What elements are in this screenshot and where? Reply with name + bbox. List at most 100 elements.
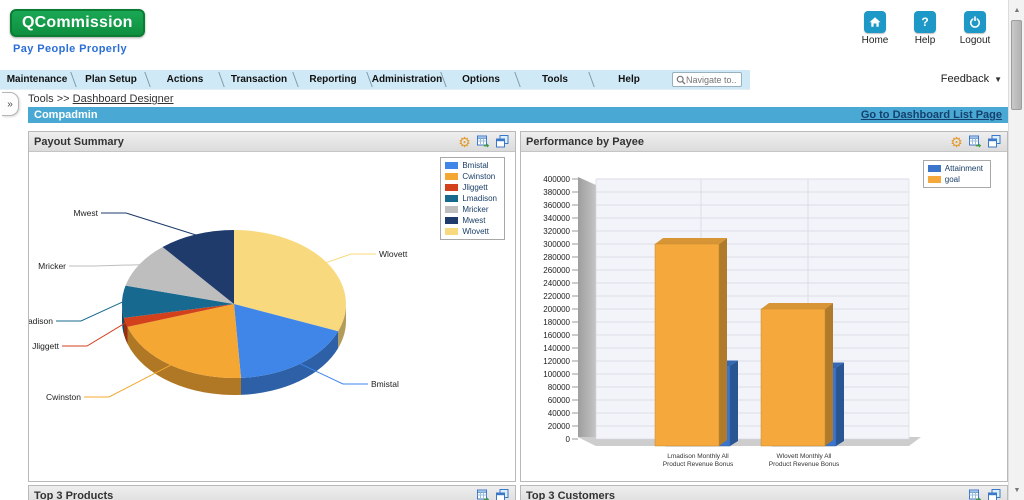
help-icon: ? [917,14,933,30]
payout-summary-panel: Payout Summary ⚙ Wlovett Bmistal Cwinston J… [28,131,516,482]
tab-options[interactable]: Options [444,70,518,90]
y-axis-tick-label: 400000 [543,175,570,184]
legend-item: Wlovett [445,227,497,236]
qcommission-logo[interactable]: QCommission [10,9,145,37]
tab-help[interactable]: Help [618,73,640,85]
legend-swatch [445,228,459,235]
tab-tools[interactable]: Tools [518,70,592,90]
y-axis-tick-label: 280000 [543,253,570,262]
y-axis-tick-label: 300000 [543,240,570,249]
export-icon[interactable] [968,488,983,500]
bar-legend: Attainment goal [922,160,991,188]
legend-swatch [445,217,459,224]
header-actions: Home ? Help Logout [856,11,994,46]
y-axis-tick-label: 0 [566,435,571,444]
scroll-down-icon[interactable]: ▼ [1013,486,1021,494]
content-area: » Tools >> Dashboard Designer Compadmin … [0,90,1024,500]
x-axis-category-label: Product Revenue Bonus [769,461,840,468]
tab-actions[interactable]: Actions [148,70,222,90]
dashboard-titlebar: Compadmin Go to Dashboard List Page [28,107,1008,123]
feedback-menu[interactable]: Feedback ▼ [940,73,1002,85]
tab-transaction[interactable]: Transaction [222,70,296,90]
panel-title: Top 3 Customers [526,489,616,500]
y-axis-tick-label: 240000 [543,279,570,288]
legend-item: Attainment [927,164,983,173]
legend-swatch [445,162,459,169]
y-axis-tick-label: 20000 [548,422,571,431]
y-axis-tick-label: 60000 [548,396,571,405]
logout-icon [967,14,983,30]
help-button[interactable]: ? Help [906,11,944,46]
go-to-dashboard-list-link[interactable]: Go to Dashboard List Page [860,109,1002,121]
legend-item: Bmistal [445,161,497,170]
nav-tabs: Maintenance Plan Setup Actions Transaction R… [0,70,666,90]
home-icon [867,14,883,30]
panel-title: Payout Summary [34,135,124,148]
breadcrumb: Tools >> Dashboard Designer [28,93,174,105]
main-navigation: Maintenance Plan Setup Actions Transaction R… [0,70,1024,90]
legend-swatch [445,173,459,180]
pie-slice-label: Lmadison [29,316,53,326]
export-icon[interactable] [476,488,491,500]
pie-slice-label: Bmistal [371,379,399,389]
y-axis-tick-label: 340000 [543,214,570,223]
legend-item: Cwinston [445,172,497,181]
y-axis-tick-label: 180000 [543,318,570,327]
maximize-icon[interactable] [495,134,510,149]
y-axis-tick-label: 120000 [543,357,570,366]
legend-item: Mwest [445,216,497,225]
y-axis-tick-label: 260000 [543,266,570,275]
svg-text:?: ? [921,15,928,29]
pie-slice-label: Mricker [38,261,66,271]
y-axis-tick-label: 160000 [543,331,570,340]
payout-pie-chart: Wlovett Bmistal Cwinston Jliggett Lmadison Mr… [29,208,408,402]
expand-sidebar-handle[interactable]: » [2,92,19,116]
legend-item: Mricker [445,205,497,214]
performance-by-payee-panel: Performance by Payee ⚙ 0 20000 40000 60000 8… [520,131,1008,482]
settings-gear-icon[interactable]: ⚙ [458,133,471,150]
scrollbar-thumb[interactable] [1011,20,1022,110]
legend-item: Lmadison [445,194,497,203]
maximize-icon[interactable] [495,488,510,500]
breadcrumb-link[interactable]: Dashboard Designer [72,93,174,105]
export-icon[interactable] [476,134,491,149]
legend-swatch [445,206,459,213]
legend-swatch [445,184,459,191]
performance-bar-chart: 0 20000 40000 60000 80000 100000 120000 140000 1… [543,175,921,468]
pie-legend: Bmistal Cwinston Jliggett Lmadison Mricker Mw… [440,157,505,240]
x-axis-category-label: Product Revenue Bonus [663,461,734,468]
tab-administration[interactable]: Administration [370,70,444,90]
pie-slice-label: Cwinston [46,392,81,402]
legend-item: goal [927,175,983,184]
scroll-up-icon[interactable]: ▲ [1013,6,1021,14]
top-3-customers-panel: Top 3 Customers [520,485,1008,500]
top-3-products-panel: Top 3 Products [28,485,516,500]
pie-slice-label: Jliggett [32,341,60,351]
nav-tabs-strip: Maintenance Plan Setup Actions Transaction R… [0,70,750,90]
pie-slice-label: Mwest [73,208,98,218]
legend-swatch [445,195,459,202]
y-axis-tick-label: 140000 [543,344,570,353]
y-axis-tick-label: 80000 [548,383,571,392]
legend-swatch [927,165,941,172]
y-axis-tick-label: 100000 [543,370,570,379]
y-axis-tick-label: 40000 [548,409,571,418]
export-icon[interactable] [968,134,983,149]
maximize-icon[interactable] [987,134,1002,149]
panel-title: Performance by Payee [526,135,645,148]
tab-plan-setup[interactable]: Plan Setup [74,70,148,90]
y-axis-tick-label: 320000 [543,227,570,236]
tab-maintenance[interactable]: Maintenance [0,70,74,90]
tab-reporting[interactable]: Reporting [296,70,370,90]
logout-button[interactable]: Logout [956,11,994,46]
home-button[interactable]: Home [856,11,894,46]
maximize-icon[interactable] [987,488,1002,500]
top-header: QCommission Pay People Properly Home ? Hel… [0,0,1024,70]
search-icon [676,75,686,85]
y-axis-tick-label: 360000 [543,201,570,210]
navigate-search[interactable] [672,72,742,87]
settings-gear-icon[interactable]: ⚙ [950,133,963,150]
search-input[interactable] [686,74,738,85]
brand-tagline: Pay People Properly [13,43,127,55]
vertical-scrollbar[interactable]: ▲ ▼ [1008,0,1024,500]
